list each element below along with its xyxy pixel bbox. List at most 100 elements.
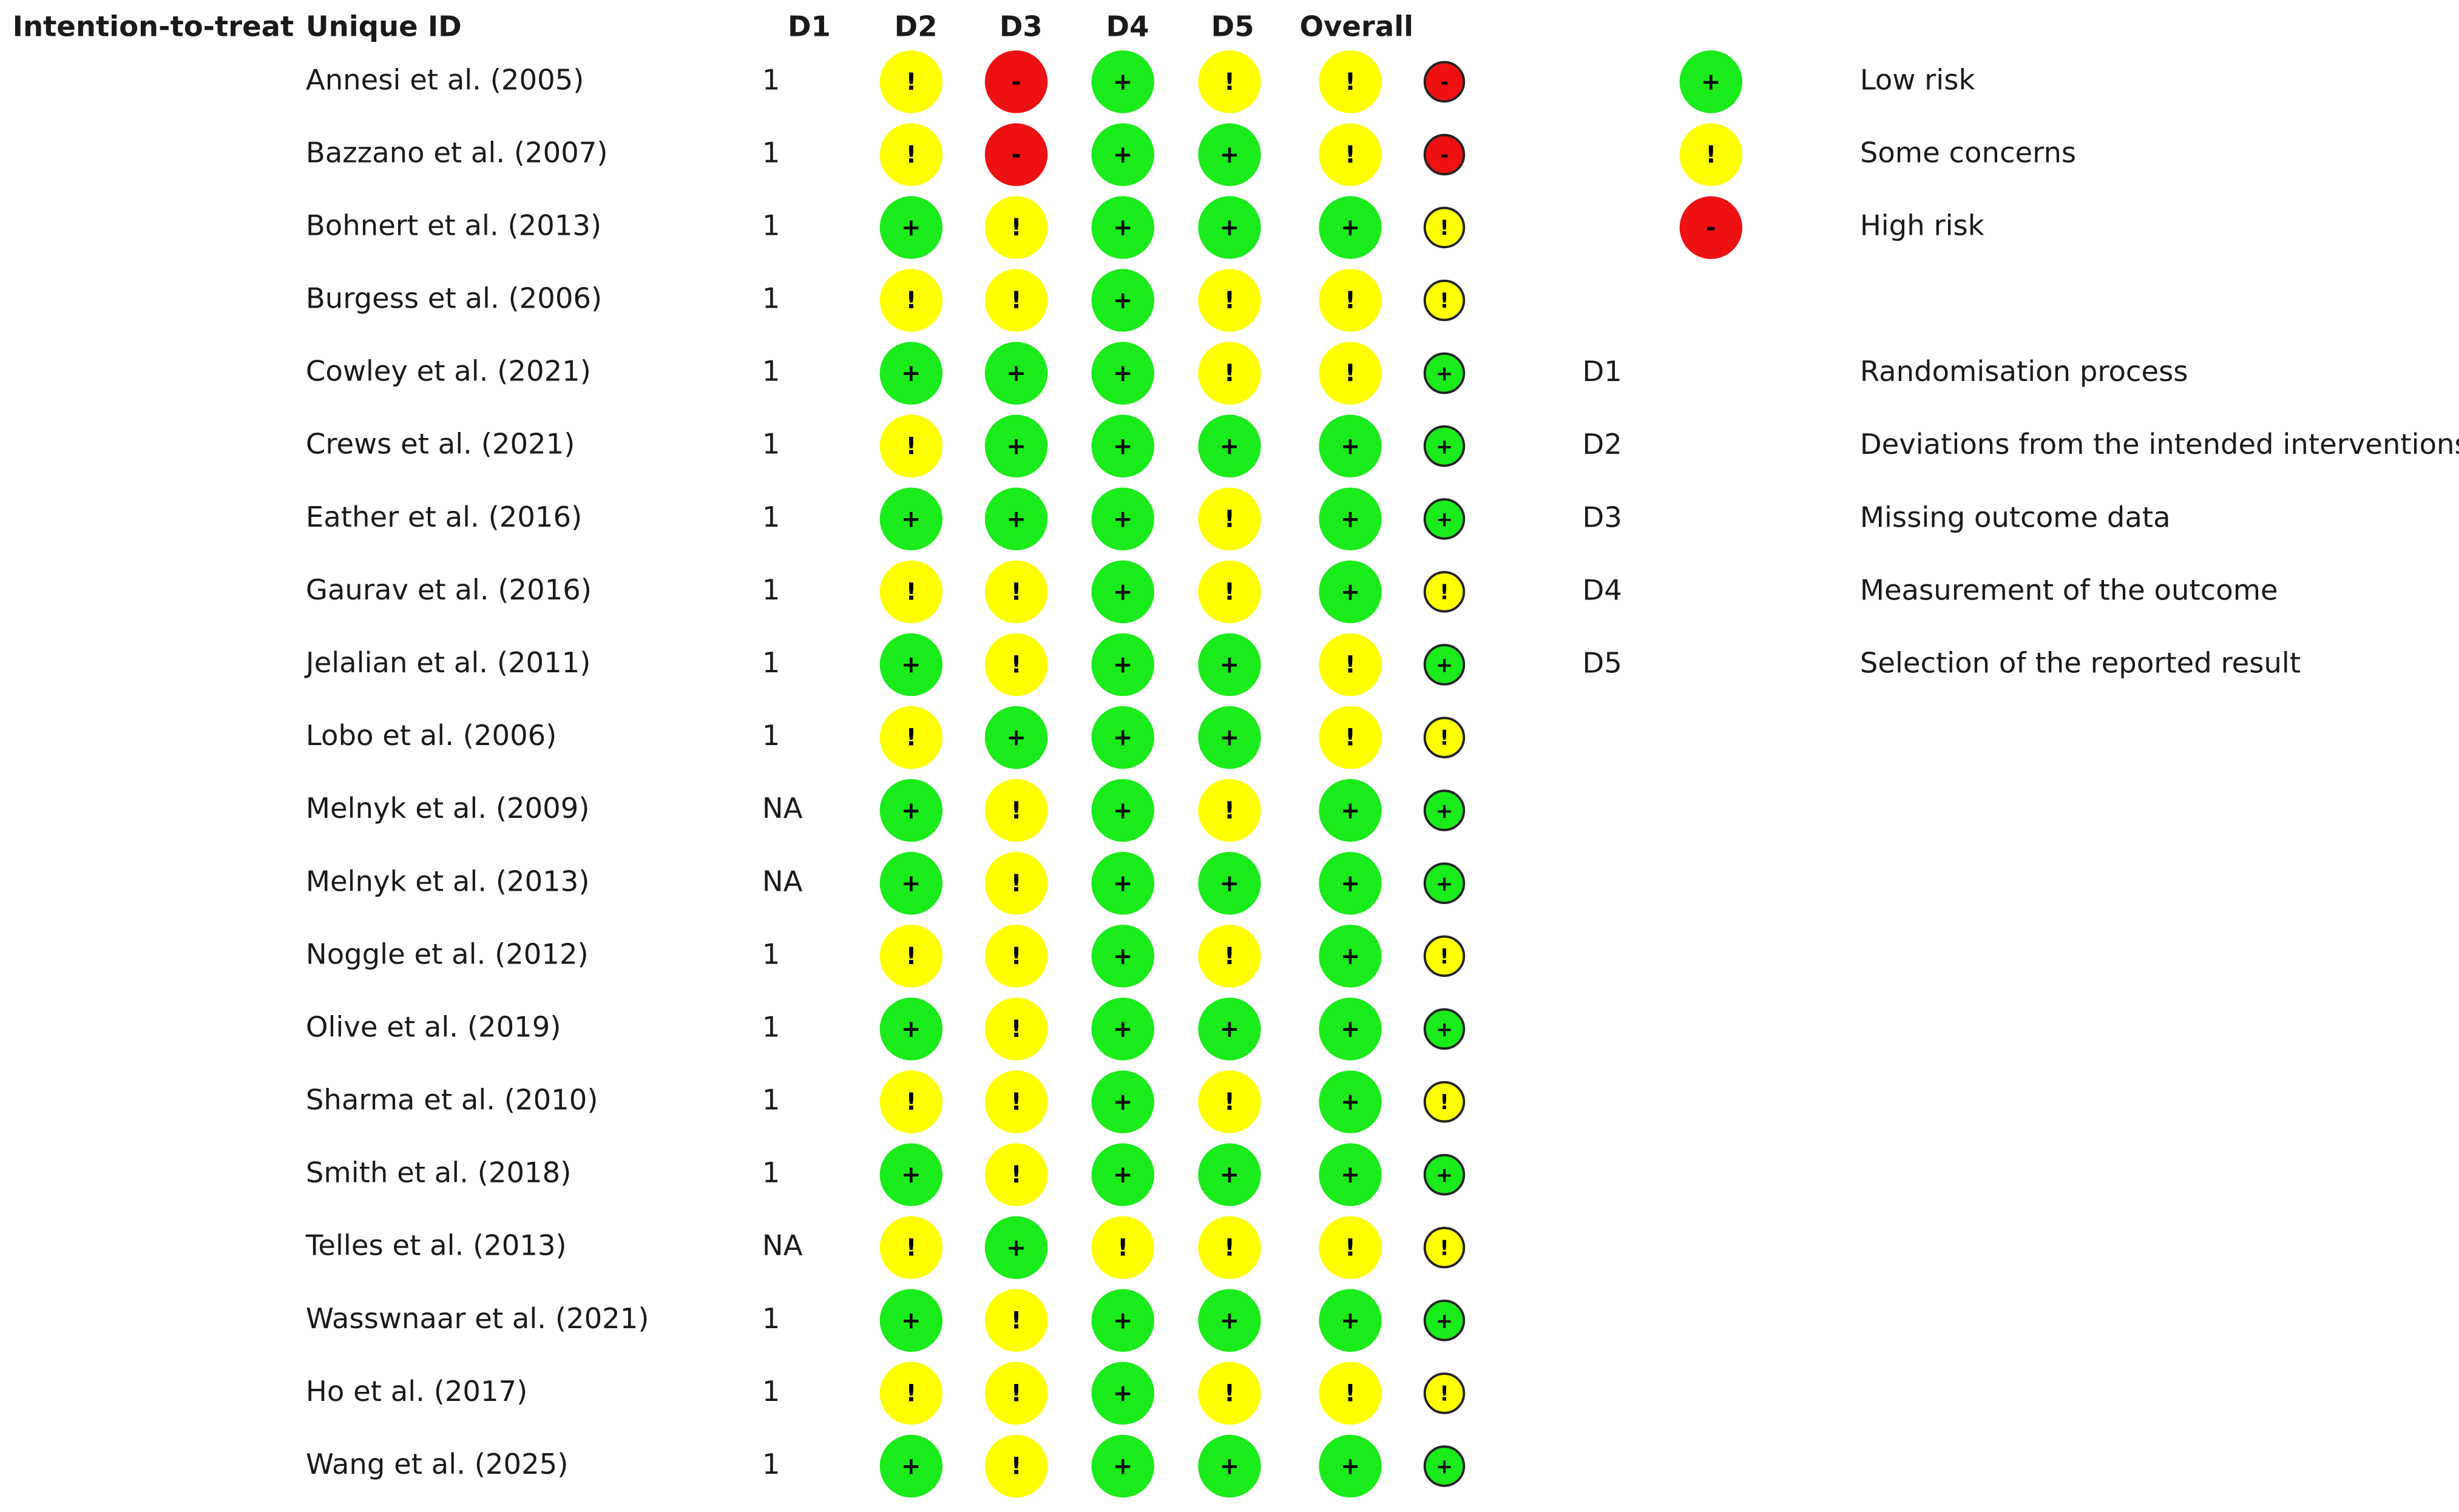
study-value: 1 — [762, 719, 780, 752]
judgement-symbol: + — [1113, 69, 1132, 96]
study-value: 1 — [762, 937, 780, 970]
judgement-symbol: ! — [906, 943, 917, 970]
judgement-circle — [879, 1289, 943, 1352]
judgement-circle — [1091, 1289, 1154, 1352]
judgement-circle — [984, 1143, 1048, 1206]
judgement-circle — [984, 50, 1048, 113]
judgement-circle — [879, 123, 943, 186]
study-value: NA — [762, 1229, 803, 1262]
judgement-symbol: ! — [1011, 578, 1022, 606]
judgement-symbol: + — [1006, 1234, 1026, 1261]
judgement-symbol: + — [1220, 141, 1239, 169]
judgement-symbol: ! — [1224, 505, 1235, 533]
legend-symbol: ! — [1706, 141, 1717, 169]
judgement-symbol: ! — [1224, 1088, 1235, 1116]
judgement-circle — [1198, 1216, 1261, 1279]
judgement-symbol: ! — [1011, 1380, 1022, 1407]
legend-label: High risk — [1860, 209, 1984, 242]
judgement-circle — [1319, 1362, 1382, 1425]
judgement-circle — [879, 414, 943, 478]
judgement-symbol: ! — [1011, 1088, 1022, 1116]
judgement-symbol: ! — [1345, 69, 1356, 96]
judgement-symbol: + — [1113, 141, 1132, 169]
judgement-circle — [984, 123, 1048, 186]
judgement-circle — [984, 1362, 1048, 1425]
judgement-circle — [984, 269, 1048, 332]
judgement-circle — [1319, 414, 1382, 478]
judgement-symbol: + — [1113, 360, 1132, 387]
summary-symbol: + — [1436, 1455, 1453, 1479]
study-value: 1 — [762, 1448, 780, 1480]
summary-symbol: ! — [1439, 289, 1449, 312]
summary-symbol: + — [1436, 1309, 1453, 1332]
judgement-circle — [1198, 778, 1261, 842]
judgement-circle — [1091, 1362, 1154, 1425]
judgement-symbol: ! — [906, 578, 917, 606]
domain-code: D2 — [1582, 428, 1622, 461]
study-id: Ho et al. (2017) — [306, 1375, 527, 1408]
summary-symbol: ! — [1439, 1090, 1449, 1114]
judgement-symbol: ! — [1224, 360, 1235, 387]
judgement-circle — [879, 706, 943, 769]
study-value: 1 — [762, 355, 780, 388]
summary-symbol: - — [1440, 70, 1449, 94]
legend-symbol: + — [1701, 69, 1720, 96]
judgement-circle — [1198, 196, 1261, 259]
judgement-symbol: + — [1220, 1161, 1239, 1189]
judgement-symbol: ! — [1011, 797, 1022, 825]
judgement-symbol: ! — [1345, 652, 1356, 679]
judgement-symbol: ! — [1345, 287, 1356, 314]
judgement-circle — [1091, 778, 1154, 842]
judgement-symbol: ! — [1011, 1161, 1022, 1189]
judgement-symbol: ! — [1345, 1234, 1356, 1261]
judgement-symbol: + — [1341, 1088, 1360, 1116]
judgement-circle — [1091, 997, 1154, 1061]
judgement-symbol: + — [901, 360, 921, 387]
judgement-circle — [879, 196, 943, 259]
study-id: Noggle et al. (2012) — [306, 937, 589, 970]
summary-circle — [1423, 862, 1466, 904]
summary-circle — [1423, 571, 1466, 613]
judgement-circle — [1198, 1362, 1261, 1425]
judgement-circle — [879, 1070, 943, 1133]
study-value: 1 — [762, 1156, 780, 1189]
summary-circle — [1423, 1153, 1466, 1196]
judgement-circle — [1198, 414, 1261, 478]
study-value: 1 — [762, 501, 780, 533]
judgement-symbol: + — [1113, 724, 1132, 752]
judgement-circle — [1319, 123, 1382, 186]
summary-circle — [1423, 425, 1466, 467]
judgement-symbol: - — [1012, 69, 1021, 96]
judgement-circle — [984, 925, 1048, 988]
summary-symbol: + — [1436, 362, 1453, 385]
domain-code: D1 — [1582, 355, 1622, 388]
judgement-symbol: ! — [1224, 943, 1235, 970]
study-value: 1 — [762, 428, 780, 461]
summary-symbol: ! — [1439, 216, 1449, 240]
judgement-symbol: + — [1341, 1016, 1360, 1043]
judgement-circle — [1198, 50, 1261, 113]
judgement-circle — [1091, 196, 1154, 259]
column-header: D3 — [999, 10, 1043, 42]
judgement-circle — [1198, 342, 1261, 405]
judgement-symbol: + — [901, 797, 921, 825]
summary-circle — [1423, 1300, 1466, 1342]
judgement-circle — [1091, 1216, 1154, 1279]
study-id: Wasswnaar et al. (2021) — [306, 1302, 649, 1335]
judgement-symbol: + — [1220, 433, 1239, 460]
judgement-circle — [1319, 342, 1382, 405]
judgement-circle — [1091, 1070, 1154, 1133]
judgement-symbol: ! — [1011, 652, 1022, 679]
judgement-circle — [984, 560, 1048, 624]
judgement-circle — [1319, 269, 1382, 332]
judgement-symbol: + — [1220, 724, 1239, 752]
judgement-symbol: + — [901, 652, 921, 679]
judgement-symbol: + — [1341, 1161, 1360, 1189]
summary-symbol: + — [1436, 1018, 1453, 1041]
judgement-symbol: + — [1113, 943, 1132, 970]
judgement-symbol: + — [1341, 433, 1360, 460]
study-value: NA — [762, 865, 803, 897]
summary-symbol: + — [1436, 1163, 1453, 1187]
judgement-symbol: + — [901, 505, 921, 533]
